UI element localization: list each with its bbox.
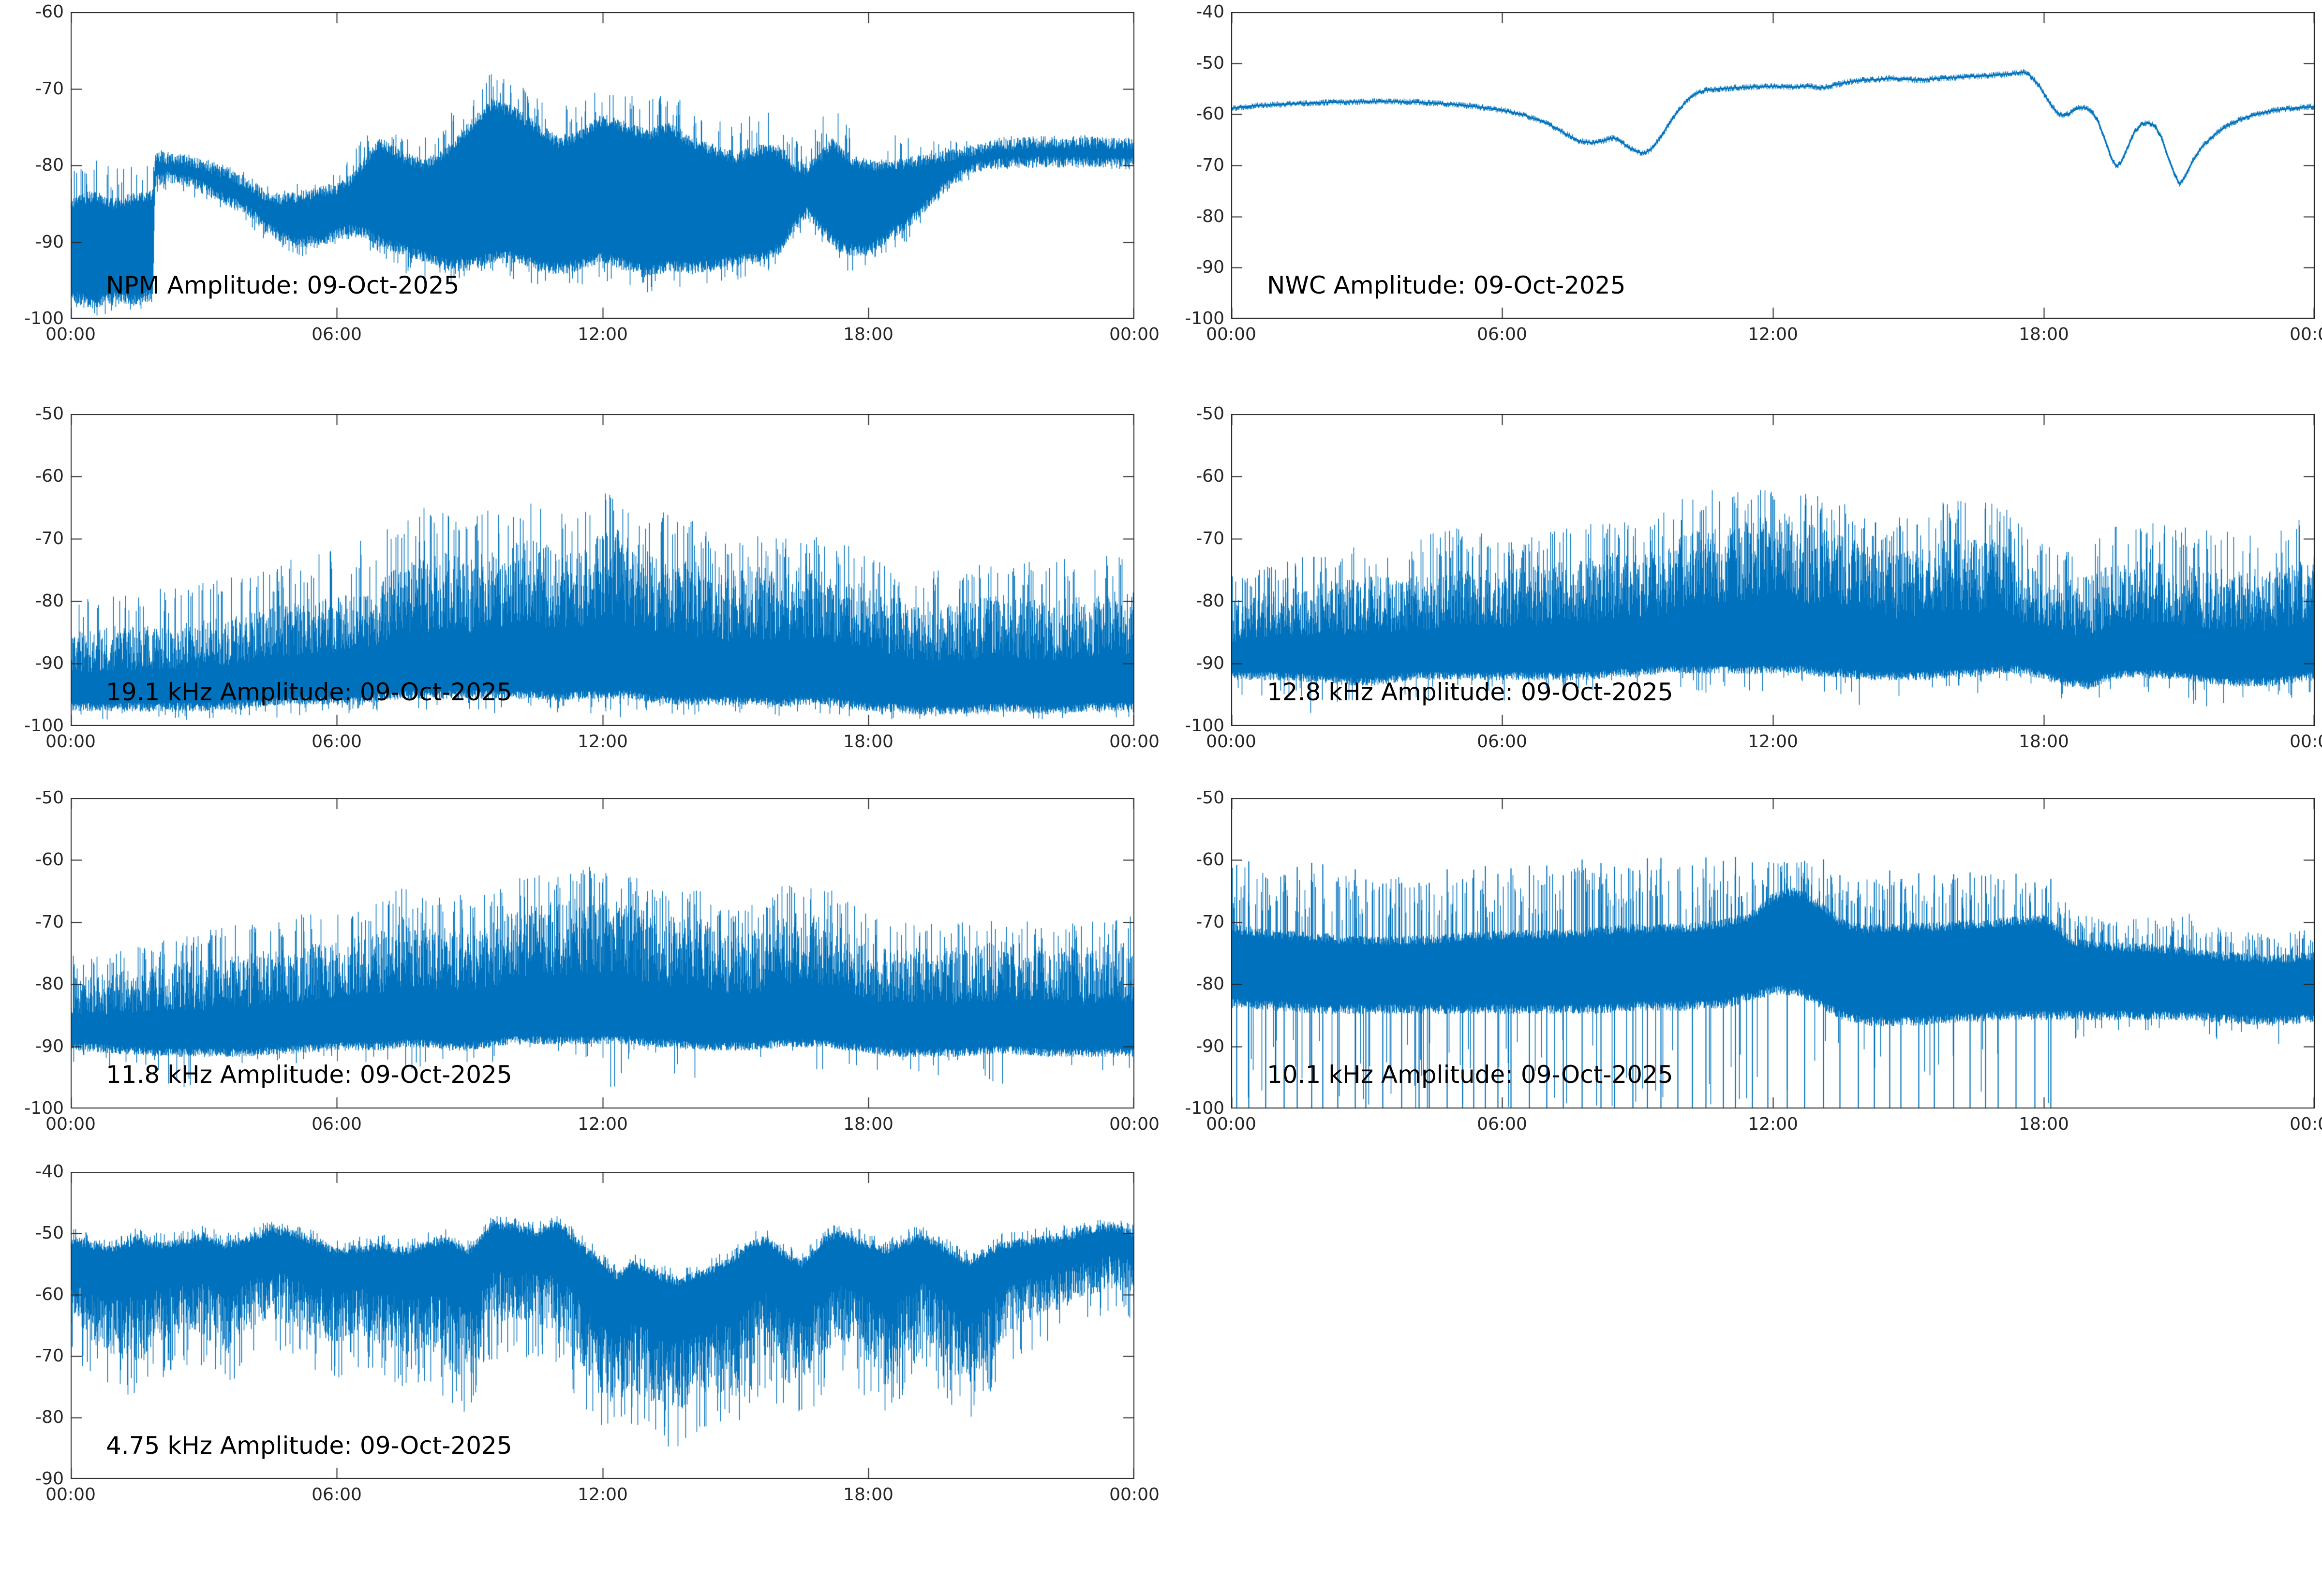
x-tick-label: 00:00 [1206, 732, 1256, 752]
panel-khz118: 11.8 kHz Amplitude: 09-Oct-2025 [71, 798, 1134, 1108]
panel-khz475: 4.75 kHz Amplitude: 09-Oct-2025 [71, 1172, 1134, 1479]
y-tick-label: -90 [35, 1469, 64, 1489]
y-tick-label: -80 [35, 155, 64, 175]
panel-title: 19.1 kHz Amplitude: 09-Oct-2025 [106, 678, 512, 706]
x-tick-label: 00:00 [2290, 732, 2322, 752]
y-tick-label: -60 [35, 1285, 64, 1304]
x-tick-label: 06:00 [312, 1114, 362, 1134]
y-tick-label: -70 [1196, 155, 1224, 175]
x-tick-label: 18:00 [843, 325, 893, 344]
y-tick-label: -40 [1196, 2, 1224, 22]
y-tick-label: -50 [35, 788, 64, 808]
waveform-canvas-npm [71, 12, 1134, 319]
waveform-canvas-khz191 [71, 414, 1134, 726]
waveform-canvas-nwc [1231, 12, 2315, 319]
panel-title: NWC Amplitude: 09-Oct-2025 [1267, 271, 1626, 299]
x-tick-label: 12:00 [578, 325, 628, 344]
x-tick-label: 12:00 [1748, 732, 1798, 752]
y-tick-label: -90 [35, 232, 64, 252]
panel-khz128: 12.8 kHz Amplitude: 09-Oct-2025 [1231, 414, 2315, 726]
panel-title: 10.1 kHz Amplitude: 09-Oct-2025 [1267, 1061, 1673, 1089]
y-tick-label: -60 [35, 850, 64, 870]
panel-khz191: 19.1 kHz Amplitude: 09-Oct-2025 [71, 414, 1134, 726]
y-tick-label: -70 [35, 529, 64, 548]
x-tick-label: 12:00 [578, 732, 628, 752]
y-tick-label: -70 [1196, 912, 1224, 932]
y-tick-label: -60 [1196, 104, 1224, 124]
y-tick-label: -60 [35, 466, 64, 486]
y-tick-label: -80 [1196, 974, 1224, 994]
x-tick-label: 06:00 [312, 1485, 362, 1505]
y-tick-label: -80 [1196, 591, 1224, 611]
y-tick-label: -70 [35, 1346, 64, 1366]
x-tick-label: 00:00 [1206, 325, 1256, 344]
panel-npm: NPM Amplitude: 09-Oct-2025 [71, 12, 1134, 319]
x-tick-label: 00:00 [45, 732, 96, 752]
y-tick-label: -100 [1185, 1098, 1224, 1118]
y-tick-label: -100 [1185, 309, 1224, 328]
y-tick-label: -100 [24, 1098, 64, 1118]
x-tick-label: 00:00 [2290, 325, 2322, 344]
waveform-canvas-khz128 [1231, 414, 2315, 726]
x-tick-label: 12:00 [578, 1114, 628, 1134]
x-tick-label: 18:00 [843, 732, 893, 752]
y-tick-label: -70 [35, 79, 64, 99]
y-tick-label: -90 [35, 653, 64, 673]
y-tick-label: -60 [1196, 850, 1224, 870]
y-tick-label: -90 [1196, 257, 1224, 277]
x-tick-label: 18:00 [2019, 732, 2069, 752]
panel-title: 11.8 kHz Amplitude: 09-Oct-2025 [106, 1061, 512, 1089]
x-tick-label: 18:00 [843, 1485, 893, 1505]
x-tick-label: 06:00 [1477, 732, 1527, 752]
y-tick-label: -90 [35, 1036, 64, 1056]
waveform-canvas-khz118 [71, 798, 1134, 1108]
x-tick-label: 06:00 [1477, 1114, 1527, 1134]
x-tick-label: 06:00 [312, 325, 362, 344]
x-tick-label: 18:00 [2019, 1114, 2069, 1134]
x-tick-label: 00:00 [45, 1114, 96, 1134]
x-tick-label: 00:00 [1109, 325, 1160, 344]
y-tick-label: -50 [35, 1223, 64, 1243]
y-tick-label: -70 [35, 912, 64, 932]
x-tick-label: 00:00 [1109, 1114, 1160, 1134]
y-tick-label: -80 [35, 1407, 64, 1427]
x-tick-label: 00:00 [1109, 1485, 1160, 1505]
y-tick-label: -100 [24, 716, 64, 736]
x-tick-label: 00:00 [45, 325, 96, 344]
x-tick-label: 12:00 [1748, 1114, 1798, 1134]
y-tick-label: -80 [35, 591, 64, 611]
y-tick-label: -80 [35, 974, 64, 994]
x-tick-label: 00:00 [2290, 1114, 2322, 1134]
x-tick-label: 18:00 [2019, 325, 2069, 344]
y-tick-label: -60 [1196, 466, 1224, 486]
panel-nwc: NWC Amplitude: 09-Oct-2025 [1231, 12, 2315, 319]
y-tick-label: -50 [35, 404, 64, 424]
waveform-canvas-khz475 [71, 1172, 1134, 1479]
y-tick-label: -60 [35, 2, 64, 22]
y-tick-label: -50 [1196, 404, 1224, 424]
panel-title: 12.8 kHz Amplitude: 09-Oct-2025 [1267, 678, 1673, 706]
y-tick-label: -50 [1196, 53, 1224, 73]
y-tick-label: -40 [35, 1162, 64, 1182]
x-tick-label: 12:00 [578, 1485, 628, 1505]
x-tick-label: 06:00 [1477, 325, 1527, 344]
y-tick-label: -100 [24, 309, 64, 328]
x-tick-label: 18:00 [843, 1114, 893, 1134]
y-tick-label: -50 [1196, 788, 1224, 808]
y-tick-label: -80 [1196, 207, 1224, 226]
x-tick-label: 12:00 [1748, 325, 1798, 344]
y-tick-label: -70 [1196, 529, 1224, 548]
panel-khz101: 10.1 kHz Amplitude: 09-Oct-2025 [1231, 798, 2315, 1108]
waveform-canvas-khz101 [1231, 798, 2315, 1108]
x-tick-label: 06:00 [312, 732, 362, 752]
x-tick-label: 00:00 [45, 1485, 96, 1505]
panel-title: 4.75 kHz Amplitude: 09-Oct-2025 [106, 1432, 512, 1460]
panel-title: NPM Amplitude: 09-Oct-2025 [106, 271, 460, 299]
y-tick-label: -90 [1196, 653, 1224, 673]
x-tick-label: 00:00 [1109, 732, 1160, 752]
x-tick-label: 00:00 [1206, 1114, 1256, 1134]
y-tick-label: -100 [1185, 716, 1224, 736]
y-tick-label: -90 [1196, 1036, 1224, 1056]
